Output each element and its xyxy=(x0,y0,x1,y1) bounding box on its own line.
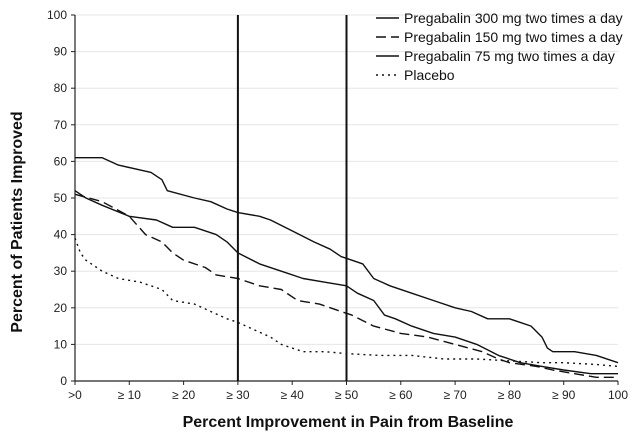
y-tick-label: 20 xyxy=(54,301,68,315)
y-tick-label: 10 xyxy=(54,337,68,351)
legend: Pregabalin 300 mg two times a day Pregaba… xyxy=(376,10,623,83)
y-axis-title: Percent of Patients Improved xyxy=(9,111,26,332)
x-tick-label: ≥ 30 xyxy=(226,388,250,402)
y-tick-label: 0 xyxy=(60,374,67,388)
legend-label-3: Pregabalin 75 mg two times a day xyxy=(404,48,615,64)
y-tick-label: 60 xyxy=(54,154,68,168)
reference-lines xyxy=(236,15,348,381)
x-tick-label: ≥ 20 xyxy=(172,388,196,402)
x-tick-label: ≥ 40 xyxy=(281,388,305,402)
x-tick-label: 100 xyxy=(608,388,628,402)
x-axis-title: Percent Improvement in Pain from Baselin… xyxy=(183,414,514,431)
x-tick-label: ≥ 10 xyxy=(118,388,142,402)
y-ticks: 0 10 20 30 40 50 60 70 80 90 100 xyxy=(47,8,75,388)
series-line-2 xyxy=(74,193,618,378)
y-tick-label: 30 xyxy=(54,264,68,278)
series-line-1 xyxy=(75,157,619,364)
legend-label-4: Placebo xyxy=(404,67,455,83)
y-tick-label: 100 xyxy=(47,8,67,22)
y-tick-label: 40 xyxy=(54,228,68,242)
x-tick-label: ≥ 70 xyxy=(443,388,467,402)
x-tick-label: >0 xyxy=(68,388,82,402)
x-tick-label: ≥ 80 xyxy=(498,388,522,402)
series-line-3 xyxy=(74,190,618,375)
series-line-4 xyxy=(74,238,619,368)
y-tick-label: 80 xyxy=(54,81,68,95)
y-tick-label: 50 xyxy=(54,191,68,205)
legend-label-2: Pregabalin 150 mg two times a day xyxy=(404,29,623,45)
x-tick-label: ≥ 90 xyxy=(552,388,576,402)
x-tick-label: ≥ 50 xyxy=(335,388,359,402)
series-group xyxy=(74,157,619,378)
y-tick-label: 70 xyxy=(54,118,68,132)
y-tick-label: 90 xyxy=(54,45,68,59)
legend-label-1: Pregabalin 300 mg two times a day xyxy=(404,10,623,26)
x-ticks: >0 ≥ 10 ≥ 20 ≥ 30 ≥ 40 ≥ 50 ≥ 60 ≥ 70 ≥ 80 ≥ 90 10… xyxy=(68,381,628,402)
x-tick-label: ≥ 60 xyxy=(389,388,413,402)
